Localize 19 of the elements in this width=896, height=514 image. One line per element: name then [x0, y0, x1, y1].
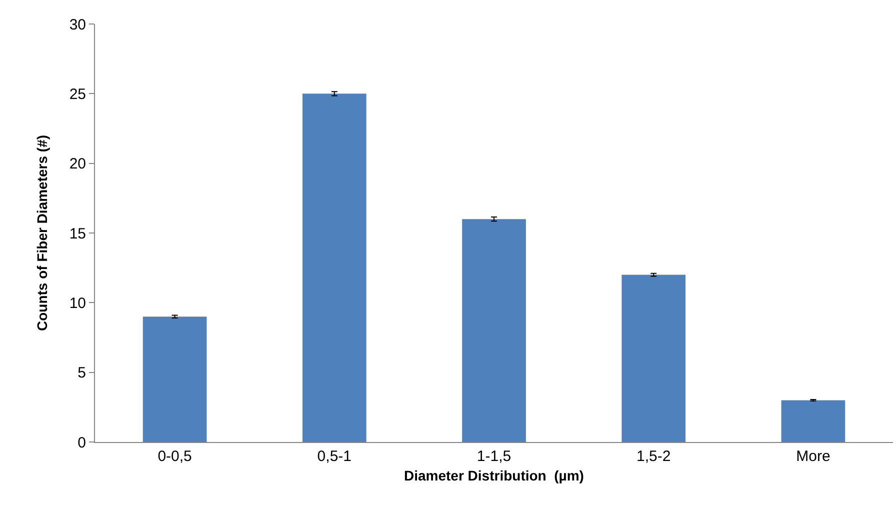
x-tick-label: 1,5-2: [636, 448, 671, 465]
x-tick-label: 0-0,5: [158, 448, 192, 465]
y-tick-label: 0: [78, 434, 86, 452]
y-tick-label: 30: [69, 16, 86, 34]
x-tick-label: More: [796, 448, 830, 465]
y-tick-label: 15: [69, 225, 86, 242]
bar: [142, 316, 207, 442]
y-tick-label: 5: [78, 364, 86, 382]
x-axis-title: Diameter Distribution (µm): [404, 467, 584, 484]
y-axis-title: Counts of Fiber Diameters (#): [34, 134, 50, 332]
bar: [462, 219, 526, 442]
bar: [622, 274, 686, 442]
y-tick-label: 25: [69, 86, 86, 103]
bar: [302, 94, 366, 442]
x-tick-label: 1-1,5: [476, 448, 512, 465]
y-tick-label: 10: [69, 294, 86, 312]
y-tick-label: 20: [69, 156, 86, 173]
bar: [781, 400, 846, 442]
x-tick-label: 0,5-1: [317, 448, 352, 465]
